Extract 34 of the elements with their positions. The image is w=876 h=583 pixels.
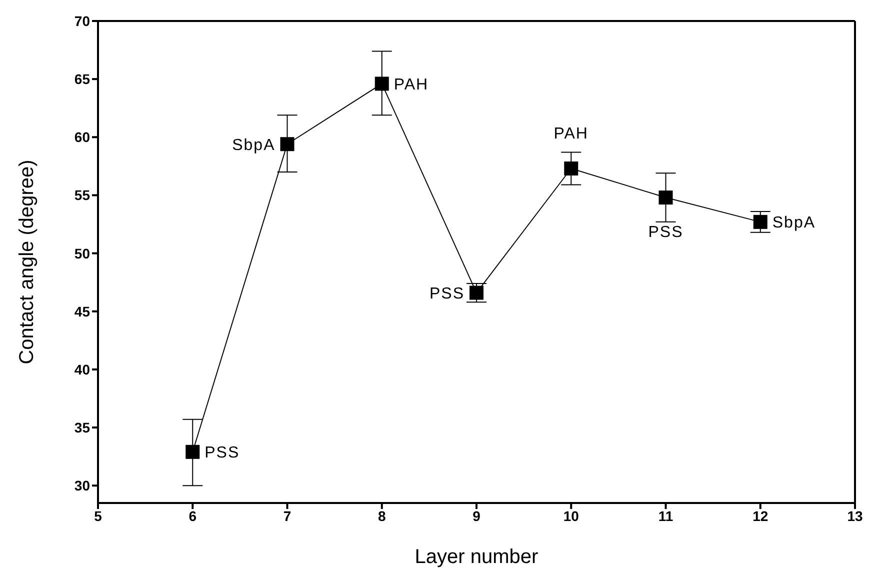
annotation: PSS: [648, 224, 684, 241]
x-tick-label: 7: [283, 508, 292, 524]
annotation: PAH: [394, 76, 429, 94]
x-tick-label: 5: [94, 508, 102, 524]
annotation: PSS: [204, 444, 240, 462]
y-tick-label: 40: [74, 361, 90, 378]
point: [374, 76, 389, 91]
annotation: SbpA: [772, 214, 816, 232]
point: [470, 286, 484, 300]
x-tick-label: 6: [188, 508, 197, 524]
y-tick-label: 30: [74, 478, 90, 494]
point: [280, 137, 294, 152]
x-tick-label: 12: [752, 508, 768, 524]
x-tick-label: 11: [658, 508, 674, 524]
y-tick-label: 60: [74, 129, 90, 146]
point: [753, 214, 768, 229]
x-tick-label: 9: [472, 508, 481, 524]
y-tick-label: 45: [74, 303, 90, 320]
y-tick-label: 70: [74, 12, 90, 29]
x-tick-label: 13: [847, 508, 863, 524]
y-axis-title: Contact angle (degree): [16, 160, 38, 364]
y-tick-label: 65: [74, 71, 90, 88]
annotation: PSS: [429, 285, 464, 302]
point: [186, 444, 200, 459]
point: [658, 190, 673, 205]
x-tick-label: 8: [378, 508, 386, 524]
y-tick-label: 55: [74, 187, 90, 204]
annotation: SbpA: [232, 136, 276, 154]
annotation: PAH: [554, 126, 588, 143]
x-tick-label: 10: [563, 508, 580, 524]
y-tick-label: 35: [74, 419, 90, 436]
x-axis-title: Layer number: [414, 546, 539, 568]
y-tick-label: 50: [74, 245, 90, 262]
point: [564, 162, 578, 176]
